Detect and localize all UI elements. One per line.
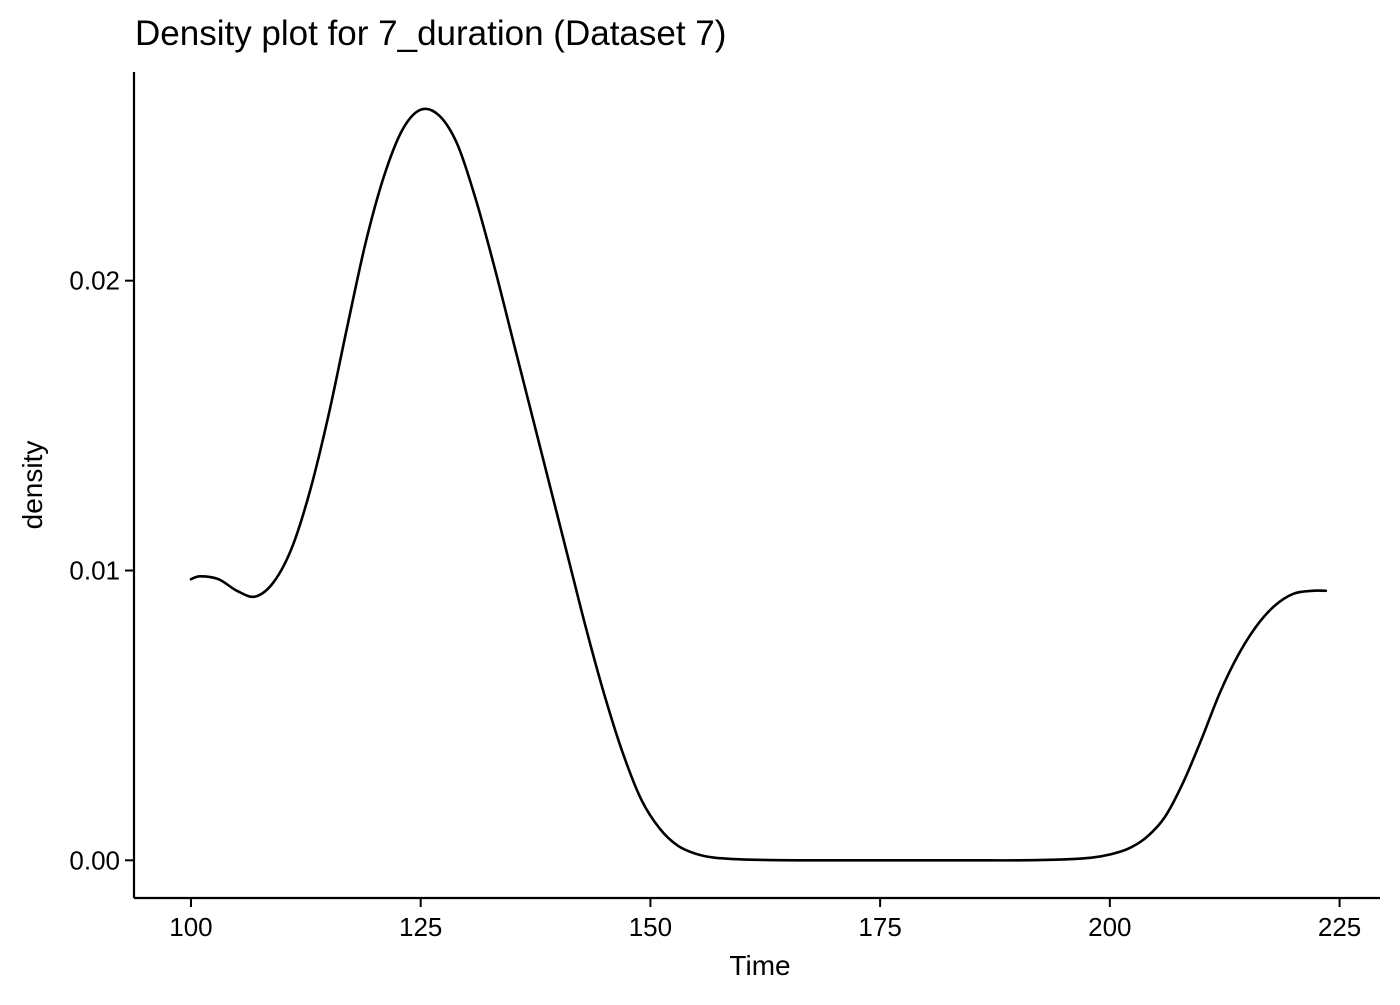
x-axis-title: Time xyxy=(729,950,790,981)
density-curve xyxy=(189,107,1328,862)
chart-title: Density plot for 7_duration (Dataset 7) xyxy=(135,14,726,53)
x-tick-label: 100 xyxy=(169,912,212,942)
x-tick-label: 175 xyxy=(858,912,901,942)
x-tick-label: 125 xyxy=(399,912,442,942)
y-axis-title: density xyxy=(17,441,48,530)
x-axis-ticks: 100 125 150 175 200 225 xyxy=(169,898,1361,942)
y-tick-label: 0.02 xyxy=(69,266,120,296)
x-tick-label: 225 xyxy=(1318,912,1361,942)
y-axis-ticks: 0.00 0.01 0.02 xyxy=(69,266,134,875)
x-tick-label: 200 xyxy=(1088,912,1131,942)
y-tick-label: 0.00 xyxy=(69,845,120,875)
y-tick-label: 0.01 xyxy=(69,555,120,585)
x-tick-label: 150 xyxy=(629,912,672,942)
